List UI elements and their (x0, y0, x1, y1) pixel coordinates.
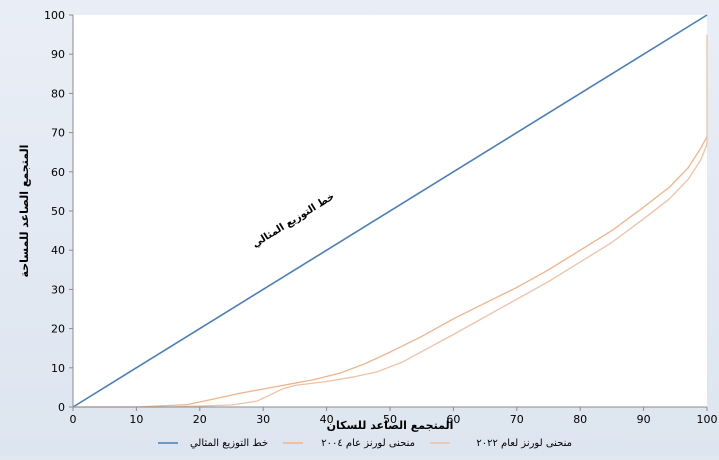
x-axis-title: المتجمع الصاعد للسكان (327, 419, 454, 432)
x-tick-label: 30 (256, 413, 270, 426)
y-tick-label: 0 (58, 401, 65, 414)
x-tick-label: 50 (383, 413, 397, 426)
lorenz-curve-2022 (73, 34, 708, 408)
y-tick-label: 10 (51, 362, 65, 375)
y-tick-label: 30 (51, 283, 65, 296)
y-tick-label: 60 (51, 166, 65, 179)
x-tick-label: 0 (70, 413, 77, 426)
y-axis-title: المتجمع الصاعد للمساحة (18, 145, 31, 278)
y-tick-label: 90 (51, 48, 65, 61)
legend: خط التوزيع المثالي منحنى لورنز عام ٢٠٠٤ من… (158, 438, 572, 449)
legend-label: منحنى لورنز لعام ٢٠٢٢ (476, 438, 572, 449)
x-tick-label: 80 (573, 413, 587, 426)
y-tick-label: 100 (44, 9, 65, 22)
x-tick-label: 100 (697, 413, 718, 426)
lorenz-curve-2004 (73, 136, 708, 408)
x-tick-label: 90 (637, 413, 651, 426)
x-tick-label: 40 (320, 413, 334, 426)
y-tick-label: 20 (51, 323, 65, 336)
y-tick-label: 50 (51, 205, 65, 218)
legend-label: خط التوزيع المثالي (190, 438, 268, 449)
x-tick-label: 10 (129, 413, 143, 426)
y-tick-label: 80 (51, 87, 65, 100)
x-tick-label: 60 (446, 413, 460, 426)
x-tick-label: 70 (510, 413, 524, 426)
y-tick-label: 70 (51, 127, 65, 140)
x-tick-label: 20 (193, 413, 207, 426)
y-tick-label: 40 (51, 244, 65, 257)
ideal-distribution-line (72, 14, 708, 408)
legend-label: منحنى لورنز عام ٢٠٠٤ (321, 438, 415, 449)
